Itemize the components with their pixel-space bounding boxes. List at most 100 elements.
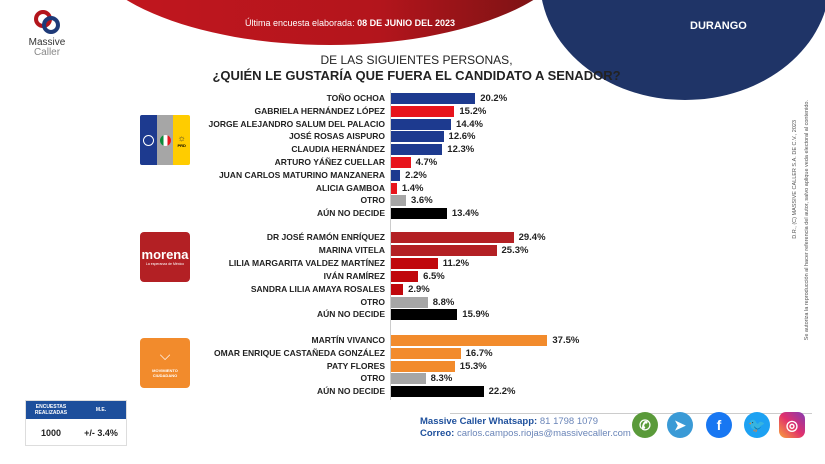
logo-text-1: Massive xyxy=(28,37,66,48)
bar-value-label: 6.5% xyxy=(423,270,445,282)
bar xyxy=(391,373,426,385)
bar-value-label: 8.8% xyxy=(432,296,455,308)
chart-axis xyxy=(390,90,391,400)
bar xyxy=(391,93,476,104)
logo-text-2: Caller xyxy=(33,47,61,58)
instagram-icon[interactable]: ◎ xyxy=(779,412,805,438)
massive-caller-logo: Massive Caller xyxy=(22,10,72,58)
bar xyxy=(391,386,484,398)
bar-value-label: 11.2% xyxy=(442,257,470,269)
bar-value-label: 4.7% xyxy=(415,157,438,168)
morena-logo: morena La esperanza de México xyxy=(140,232,190,282)
margin-header: M.E. xyxy=(95,407,107,413)
bar xyxy=(391,157,411,168)
last-survey: Última encuesta elaborada: 08 DE JUNIO D… xyxy=(245,18,455,28)
bar-value-label: 1.4% xyxy=(401,182,424,194)
bar xyxy=(391,144,443,156)
bar xyxy=(391,169,401,181)
reproduction-note: Se autoriza la reproducción al hacer ref… xyxy=(804,100,810,341)
bar xyxy=(391,309,458,321)
bar-value-label: 12.3% xyxy=(447,144,475,156)
bar xyxy=(391,232,514,243)
email-link[interactable]: carlos.campos.riojas@massivecaller.com xyxy=(456,428,631,439)
bar-label: JOSÉ ROSAS AISPURO xyxy=(288,131,385,142)
bar-value-label: 2.9% xyxy=(408,283,430,295)
margin-of-error: +/- 3.4% xyxy=(84,427,118,438)
whatsapp-icon[interactable]: ✆ xyxy=(632,412,658,438)
bar xyxy=(391,182,397,194)
question-line-1: DE LAS SIGUIENTES PERSONAS, xyxy=(320,53,513,67)
bar xyxy=(391,283,404,295)
last-survey-date: 08 DE JUNIO DEL 2023 xyxy=(357,18,455,28)
bar-value-label: 20.2% xyxy=(480,93,508,104)
bar-value-label: 37.5% xyxy=(552,335,580,346)
bar-value-label: 13.4% xyxy=(451,208,479,220)
bar-label: JUAN CARLOS MATURINO MANZANERA xyxy=(218,169,385,180)
bar-label: GABRIELA HERNÁNDEZ LÓPEZ xyxy=(254,105,386,116)
bar xyxy=(391,208,447,220)
bar-value-label: 15.9% xyxy=(462,309,490,321)
bar-label: LILIA MARGARITA VALDEZ MARTÍNEZ xyxy=(228,257,385,268)
bar-label: MARINA VITELA xyxy=(318,244,385,255)
bar xyxy=(391,118,452,130)
bar xyxy=(391,335,548,346)
bar-label: JORGE ALEJANDRO SALUM DEL PALACIO xyxy=(208,118,385,129)
bar xyxy=(391,347,461,359)
bar-value-label: 15.2% xyxy=(459,105,487,117)
bar-value-label: 25.3% xyxy=(501,244,529,256)
twitter-icon[interactable]: 🐦 xyxy=(744,412,770,438)
bar xyxy=(391,244,497,256)
bar-label: TOÑO OCHOA xyxy=(326,93,385,103)
movimiento-ciudadano-logo: ⌵ MOVIMIENTO CIUDADANO xyxy=(140,338,190,388)
bar-value-label: 15.3% xyxy=(459,360,487,372)
question-title: ¿QUIÉN LE GUSTARÍA QUE FUERA EL CANDIDAT… xyxy=(212,68,621,83)
bar-value-label: 8.3% xyxy=(430,373,453,385)
bar-value-label: 22.2% xyxy=(488,386,516,398)
bar-label: DR JOSÉ RAMÓN ENRÍQUEZ xyxy=(266,232,385,242)
bar-label: OTRO xyxy=(360,373,385,384)
bar xyxy=(391,360,455,372)
footer-divider xyxy=(450,413,812,414)
surveys-count: 1000 xyxy=(40,427,62,438)
bar xyxy=(391,257,438,269)
bar xyxy=(391,296,428,308)
whatsapp-number[interactable]: 81 1798 1079 xyxy=(539,416,598,427)
bar-value-label: 3.6% xyxy=(411,195,433,207)
whatsapp-label: Massive Caller Whatsapp: xyxy=(420,416,538,427)
bar xyxy=(391,270,419,282)
bar-value-label: 2.2% xyxy=(405,169,427,181)
bar-label: OTRO xyxy=(360,195,385,206)
bar-value-label: 14.4% xyxy=(456,118,483,130)
survey-info-box: ENCUESTAS REALIZADAS M.E. 1000 +/- 3.4% xyxy=(25,400,127,446)
header-blue-band xyxy=(540,0,825,100)
copyright-note: D.R., (C) MASSIVE CALLER S.A. DE C.V., 2… xyxy=(790,100,824,340)
bar-value-label: 29.4% xyxy=(518,232,546,243)
bar-label: AÚN NO DECIDE xyxy=(316,208,385,219)
bar-label: OTRO xyxy=(360,296,385,307)
bar-label: OMAR ENRIQUE CASTAÑEDA GONZÁLEZ xyxy=(214,347,385,358)
bar-label: PATY FLORES xyxy=(326,360,385,371)
telegram-icon[interactable]: ➤ xyxy=(667,412,693,438)
bar-label: AÚN NO DECIDE xyxy=(316,309,385,320)
bar-value-label: 12.6% xyxy=(448,131,476,143)
last-survey-label: Última encuesta elaborada: xyxy=(245,18,355,28)
bar xyxy=(391,195,406,207)
email-label: Correo: xyxy=(420,428,455,439)
pan-pri-prd-logo: ☼ PRD xyxy=(140,115,190,165)
bar-label: CLAUDIA HERNÁNDEZ xyxy=(291,144,385,155)
bar xyxy=(391,131,444,143)
bar-label: ARTURO YÁÑEZ CUELLAR xyxy=(274,157,385,167)
state-name: DURANGO xyxy=(690,20,747,32)
bar-label: IVÁN RAMÍREZ xyxy=(323,270,385,281)
bar-label: AÚN NO DECIDE xyxy=(316,386,385,397)
facebook-icon[interactable]: f xyxy=(706,412,732,438)
bar-label: MARTÍN VIVANCO xyxy=(311,335,385,345)
surveys-header: ENCUESTAS REALIZADAS xyxy=(34,404,68,416)
bar xyxy=(391,105,455,117)
copyright-line: D.R., (C) MASSIVE CALLER S.A. DE C.V., 2… xyxy=(792,120,798,239)
bar-value-label: 16.7% xyxy=(465,347,493,359)
contact-info: Massive Caller Whatsapp: 81 1798 1079 Co… xyxy=(420,416,631,440)
bar-label: ALICIA GAMBOA xyxy=(315,182,385,193)
bar-label: SANDRA LILIA AMAYA ROSALES xyxy=(250,283,385,294)
logo-mark-icon xyxy=(34,10,60,34)
